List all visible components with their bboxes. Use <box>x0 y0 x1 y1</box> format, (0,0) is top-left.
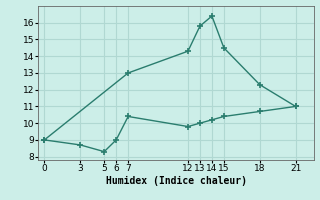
X-axis label: Humidex (Indice chaleur): Humidex (Indice chaleur) <box>106 176 246 186</box>
